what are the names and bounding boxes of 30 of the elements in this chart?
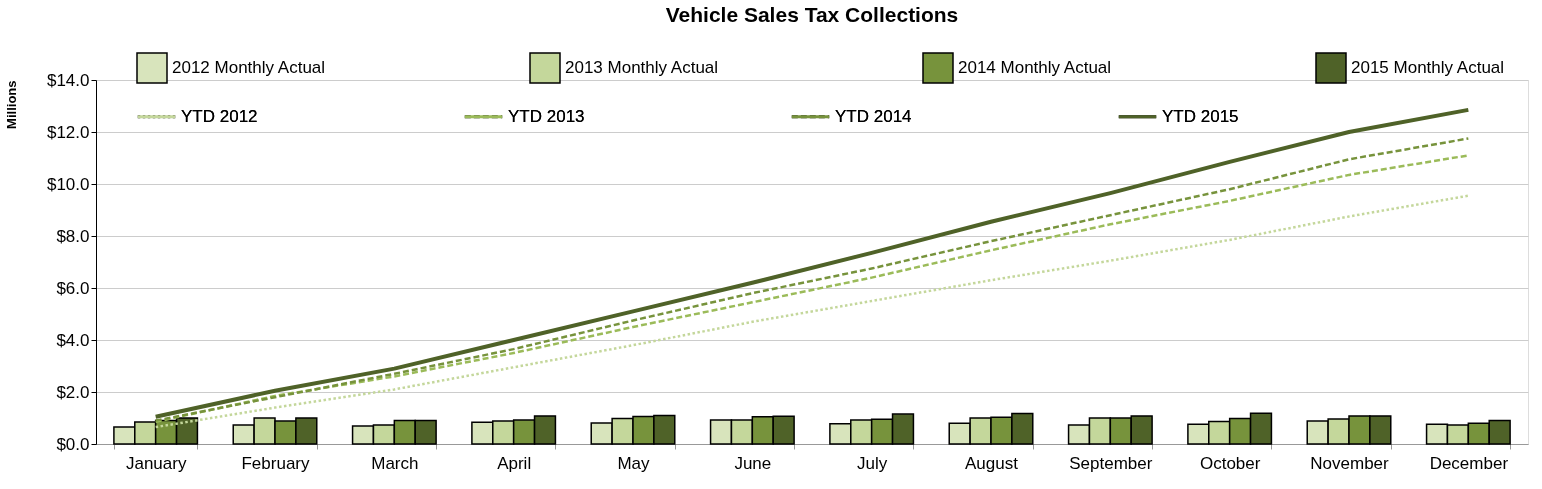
x-tick-label: October: [1199, 453, 1261, 473]
x-tick-label: June: [734, 453, 772, 473]
y-tick-label: $6.0: [56, 278, 90, 298]
x-tick-label: March: [371, 453, 419, 473]
y-tick-label: $14.0: [46, 70, 90, 90]
legend-label: 2013 Monthly Actual: [565, 58, 719, 77]
x-tick-label: September: [1069, 453, 1153, 473]
y-tick-label: $12.0: [46, 122, 90, 142]
chart-title: Vehicle Sales Tax Collections: [665, 3, 959, 26]
x-tick-label: July: [857, 453, 888, 473]
y-tick-label: $8.0: [56, 226, 90, 246]
legend-label: YTD 2014: [835, 106, 912, 126]
x-tick-label: May: [617, 453, 651, 473]
y-axis-title: Millions: [3, 80, 19, 129]
x-tick-label: February: [241, 453, 311, 473]
legend-label: YTD 2015: [1162, 106, 1239, 126]
x-tick-label: November: [1310, 453, 1390, 473]
x-tick-label: April: [497, 453, 532, 473]
y-tick-label: $4.0: [56, 330, 90, 350]
y-tick-label: $2.0: [56, 382, 90, 402]
legend-label: 2015 Monthly Actual: [1351, 58, 1505, 77]
legend-label: 2014 Monthly Actual: [958, 58, 1112, 77]
y-tick-label: $0.0: [56, 434, 90, 454]
y-tick-label: $10.0: [46, 174, 90, 194]
legend-label: 2012 Monthly Actual: [172, 58, 326, 77]
legend-label: YTD 2012: [181, 106, 258, 126]
legend-label: YTD 2013: [508, 106, 585, 126]
x-tick-label: January: [125, 453, 187, 473]
x-tick-label: December: [1429, 453, 1509, 473]
x-tick-label: August: [965, 453, 1019, 473]
